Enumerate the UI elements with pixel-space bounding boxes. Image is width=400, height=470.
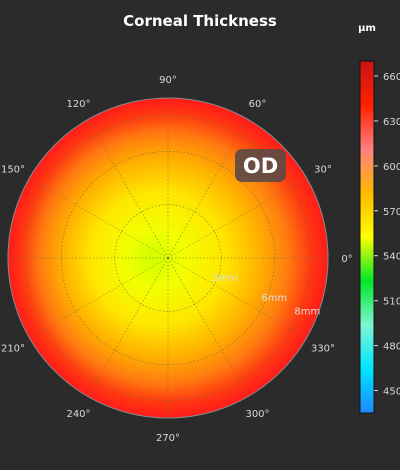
- angle-tick-label: 150°: [1, 165, 25, 176]
- colorbar-tick-label: 480: [383, 342, 400, 353]
- colorbar-ticks: 450 480 510 540 570 600 630 660: [374, 72, 400, 398]
- radial-ring-labels: 3mm 6mm 8mm: [212, 273, 320, 317]
- grid-spoke: [167, 177, 307, 259]
- angle-tick-label: 30°: [314, 165, 332, 176]
- angle-tick-label: 300°: [245, 409, 269, 420]
- grid-spoke: [167, 257, 249, 397]
- angle-tick-label: 270°: [156, 433, 180, 444]
- eye-badge: OD: [235, 149, 286, 182]
- angle-tick-label: 210°: [1, 344, 25, 355]
- grid-spoke: [29, 177, 169, 259]
- angle-tick-labels: 0° 30° 60° 90° 120° 150° 210° 240° 270° 300° 330°: [1, 75, 353, 444]
- colorbar-tick-label: 510: [383, 297, 400, 308]
- angle-tick-label: 90°: [159, 75, 177, 86]
- angle-tick-label: 0°: [341, 254, 352, 265]
- grid-spoke: [87, 257, 169, 397]
- grid-ring: [60, 150, 276, 366]
- colorbar-scale: [359, 60, 375, 414]
- grid-spoke: [29, 257, 169, 339]
- colorbar-tick-label: 660: [383, 72, 400, 83]
- ring-label: 3mm: [212, 273, 238, 284]
- colorbar-unit: µm: [358, 23, 376, 34]
- angle-tick-label: 60°: [249, 99, 267, 110]
- grid-spoke: [167, 119, 249, 259]
- angle-tick-label: 330°: [311, 344, 335, 355]
- angle-tick-label: 240°: [66, 409, 90, 420]
- grid-spoke: [167, 257, 307, 339]
- polar-plot: 0°30°60°90°120°150°210°240°270°300°330° …: [1, 75, 353, 444]
- ring-label: 8mm: [294, 306, 320, 317]
- grid-spoke: [87, 119, 169, 259]
- eye-badge-background: [235, 149, 286, 182]
- angle-tick-label: 120°: [66, 99, 90, 110]
- colorbar-tick-label: 630: [383, 117, 400, 128]
- colorbar-tick-label: 600: [383, 162, 400, 173]
- colorbar-tick-label: 450: [383, 387, 400, 398]
- polar-grid: [8, 98, 328, 418]
- colorbar: µm 450 480 510 540 570 600 630 660: [358, 23, 400, 414]
- eye-label: OD: [243, 154, 278, 178]
- chart-title: Corneal Thickness: [123, 12, 277, 30]
- colorbar-tick-label: 570: [383, 207, 400, 218]
- grid-ring: [25, 115, 311, 401]
- ring-label: 6mm: [261, 293, 287, 304]
- colorbar-tick-label: 540: [383, 252, 400, 263]
